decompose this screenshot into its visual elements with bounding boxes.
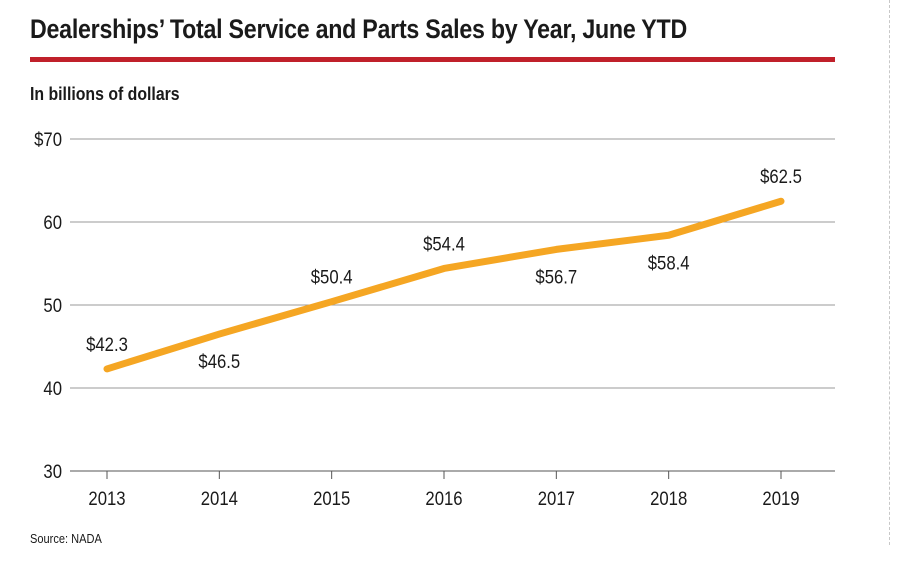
page-divider — [889, 0, 890, 545]
grid-layer: 30 40 50 60 $70 — [34, 129, 835, 482]
y-tick-label: 60 — [43, 212, 62, 233]
x-tick-label: 2014 — [201, 488, 238, 509]
data-label: $46.5 — [198, 351, 240, 372]
title-rule — [30, 57, 835, 62]
data-label: $50.4 — [311, 267, 353, 288]
x-tick-label: 2015 — [313, 488, 350, 509]
x-tick-label: 2018 — [650, 488, 687, 509]
y-tick-label: $70 — [34, 129, 62, 150]
y-tick-label: 50 — [43, 295, 62, 316]
series-line — [103, 197, 785, 373]
chart-subtitle: In billions of dollars — [30, 84, 180, 104]
y-tick-label: 30 — [43, 461, 62, 482]
x-axis: 2013 2014 2015 2016 2017 2018 2019 — [88, 471, 800, 509]
series-layer — [103, 197, 785, 373]
x-tick-label: 2019 — [762, 488, 799, 509]
data-label: $54.4 — [423, 233, 465, 254]
data-label: $58.4 — [648, 252, 690, 273]
chart-title: Dealerships’ Total Service and Parts Sal… — [30, 14, 687, 44]
source-note: Source: NADA — [30, 531, 102, 546]
data-labels: $42.3 $46.5 $50.4 $54.4 $56.7 $58.4 $62.5 — [86, 166, 802, 372]
data-label: $42.3 — [86, 334, 128, 355]
y-tick-label: 40 — [43, 378, 62, 399]
x-tick-label: 2016 — [425, 488, 462, 509]
data-label: $62.5 — [760, 166, 802, 187]
data-label: $56.7 — [535, 266, 577, 287]
x-tick-label: 2013 — [88, 488, 125, 509]
x-tick-label: 2017 — [538, 488, 575, 509]
